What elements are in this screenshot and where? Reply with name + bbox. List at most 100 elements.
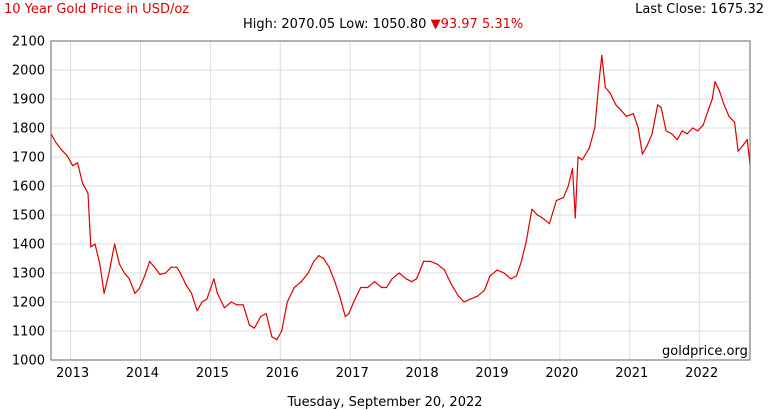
y-tick-label: 1500	[12, 209, 45, 224]
data-point	[746, 139, 748, 141]
y-tick-label: 1400	[12, 238, 45, 253]
data-point	[541, 217, 544, 219]
data-point	[515, 275, 518, 277]
data-point	[353, 301, 355, 303]
date-caption: Tuesday, September 20, 2022	[287, 395, 483, 410]
data-point	[99, 263, 101, 265]
data-point	[723, 104, 725, 106]
data-point	[423, 260, 425, 262]
data-point	[671, 133, 673, 135]
data-point	[450, 284, 453, 286]
data-point	[307, 272, 309, 274]
data-point	[236, 304, 238, 306]
data-point	[411, 281, 413, 283]
data-point	[476, 295, 478, 297]
x-tick-label: 2015	[196, 366, 229, 381]
data-point	[323, 257, 325, 260]
data-point	[734, 121, 736, 123]
y-tick-label: 1100	[12, 325, 45, 340]
data-point	[651, 133, 653, 135]
series-line	[50, 54, 751, 341]
high-low-text: High: 2070.05 Low: 1050.80	[243, 17, 427, 32]
data-point	[562, 197, 565, 199]
chart-title: 10 Year Gold Price in USD/oz	[4, 2, 190, 17]
data-point	[128, 278, 130, 280]
data-point	[646, 144, 648, 146]
y-tick-label: 1200	[12, 296, 45, 311]
data-point	[681, 130, 683, 132]
data-point	[348, 313, 350, 315]
data-point	[72, 165, 74, 167]
data-point	[531, 208, 533, 210]
data-point	[405, 278, 407, 280]
data-point	[170, 266, 172, 268]
data-point	[260, 315, 262, 318]
data-point	[253, 327, 255, 329]
change-indicator: ▼93.97 5.31%	[431, 17, 524, 32]
data-point	[216, 292, 218, 294]
x-tick-label: 2021	[615, 366, 648, 381]
data-point	[718, 89, 720, 91]
data-point	[206, 298, 208, 300]
data-point	[697, 130, 699, 132]
data-point	[728, 115, 730, 117]
data-point	[190, 292, 193, 294]
data-point	[313, 260, 315, 262]
data-point	[265, 313, 267, 315]
data-point	[641, 153, 644, 155]
data-point	[138, 288, 140, 290]
data-point	[637, 127, 639, 129]
data-point	[571, 168, 574, 170]
y-tick-label: 1000	[12, 354, 45, 369]
data-point	[367, 286, 369, 289]
data-point	[391, 278, 393, 280]
plot-frame	[50, 40, 751, 361]
change-value: 93.97 5.31%	[440, 17, 524, 32]
data-point	[702, 124, 704, 126]
data-point	[430, 260, 432, 262]
y-axis-ticks: 1000 1100 1200 1300 1400 1500 1600 1700 1800 1900…	[12, 35, 45, 369]
data-point	[588, 147, 590, 149]
data-point	[108, 272, 110, 274]
data-point	[604, 86, 606, 88]
x-tick-label: 2016	[266, 366, 299, 381]
y-tick-label: 1700	[12, 151, 45, 166]
data-point	[196, 310, 198, 312]
data-point	[436, 263, 439, 265]
data-point	[503, 272, 505, 274]
data-point	[77, 162, 79, 164]
data-point	[457, 295, 460, 297]
data-point	[159, 273, 161, 275]
data-point	[536, 214, 539, 216]
data-point	[714, 81, 716, 83]
x-tick-label: 2014	[126, 366, 159, 381]
data-point	[594, 127, 596, 129]
data-point	[201, 301, 203, 303]
data-point	[81, 182, 84, 184]
data-point	[242, 304, 244, 306]
data-point	[416, 278, 418, 280]
data-point	[185, 284, 187, 286]
data-point	[374, 281, 376, 283]
down-arrow-icon: ▼	[430, 17, 441, 32]
data-point	[300, 281, 302, 283]
data-point	[398, 272, 400, 274]
data-point	[686, 133, 688, 135]
data-point	[55, 141, 57, 144]
data-point	[469, 298, 471, 300]
data-point	[334, 281, 336, 283]
high-low-stats: High: 2070.05 Low: 1050.80 ▼93.97 5.31%	[243, 17, 523, 32]
data-point	[134, 292, 136, 294]
data-point	[711, 98, 713, 100]
x-axis-ticks: 2013 2014 2015 2016 2017 2018 2019 2020 2021 2022	[56, 366, 718, 381]
data-point	[707, 110, 709, 112]
grid-lines	[51, 40, 750, 361]
data-point	[609, 92, 611, 94]
data-point	[574, 217, 576, 219]
data-point	[123, 272, 125, 274]
data-point	[660, 107, 662, 109]
data-point	[615, 104, 617, 106]
data-point	[103, 292, 105, 294]
y-tick-label: 1300	[12, 267, 45, 282]
